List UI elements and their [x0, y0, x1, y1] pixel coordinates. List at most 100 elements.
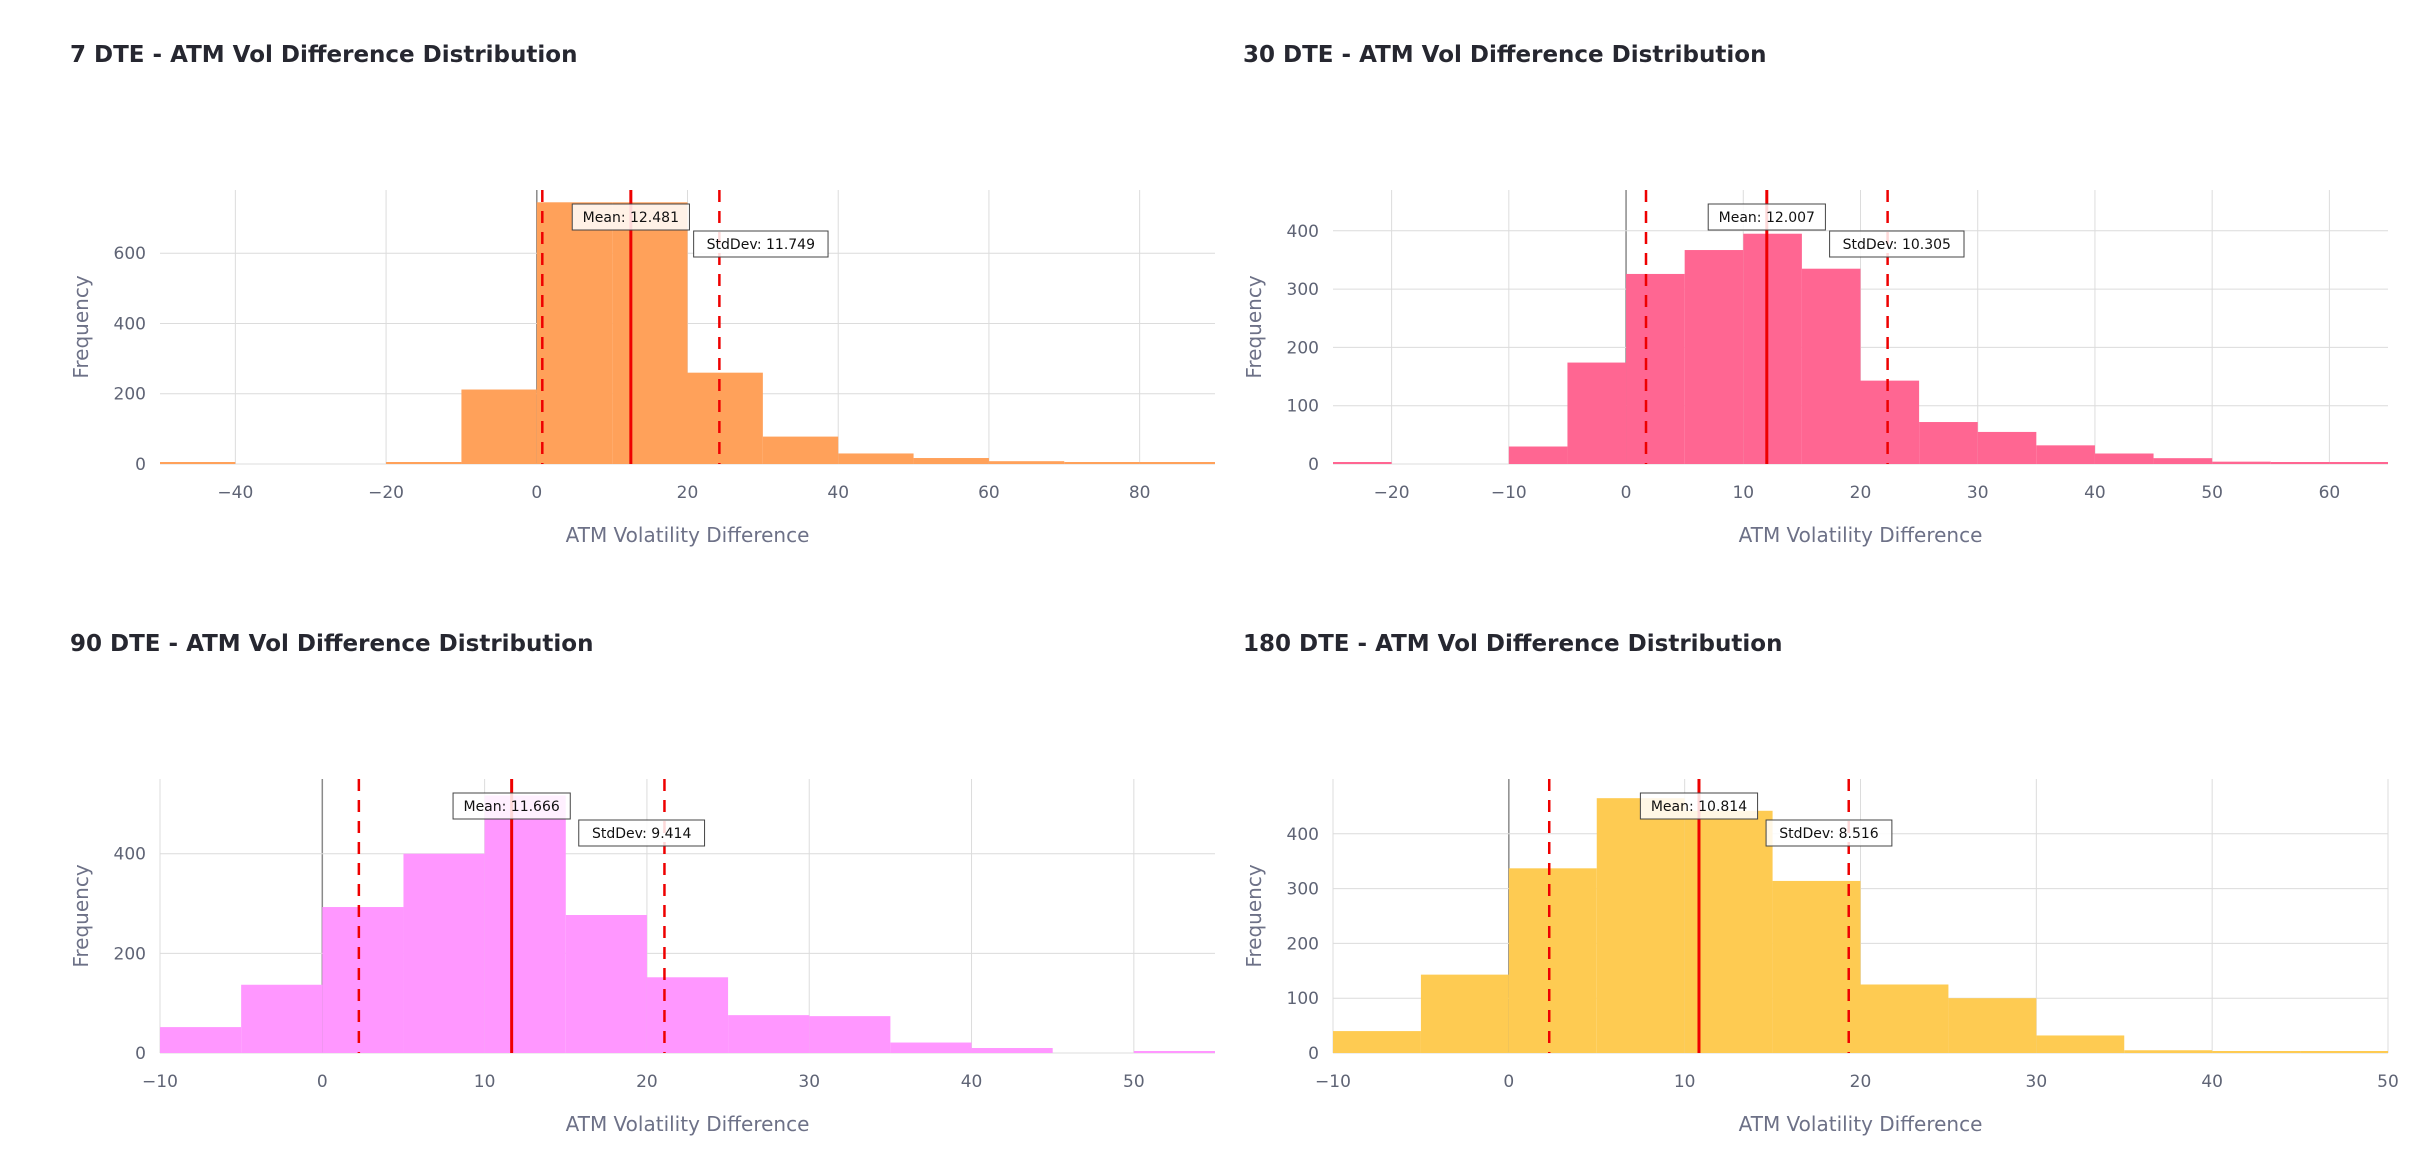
- x-axis-title: ATM Volatility Difference: [1739, 523, 1983, 547]
- x-axis-title: ATM Volatility Difference: [566, 1112, 810, 1136]
- x-axis-title: ATM Volatility Difference: [566, 523, 810, 547]
- y-axis-title: Frequency: [69, 275, 93, 378]
- x-tick-label: 40: [2201, 1072, 2223, 1092]
- x-tick-label: 0: [1503, 1072, 1514, 1092]
- annotation-box: [452, 792, 571, 820]
- histogram-bar: [1977, 431, 2037, 464]
- bars: [1333, 233, 2388, 464]
- stddev-annotation: StdDev: 10.305: [1829, 230, 1965, 258]
- y-tick-label: 300: [1287, 880, 1319, 900]
- bars: [160, 795, 1215, 1053]
- annotation-text: StdDev: 10.305: [1843, 237, 1951, 253]
- histogram-bar: [1772, 880, 1861, 1053]
- x-tick-label: 0: [1621, 483, 1632, 503]
- histogram-90dte: Mean: 11.666 StdDev: 9.414 −10 0 10 20 30 40 50 0…: [69, 779, 1215, 1136]
- x-tick-label: 30: [1967, 483, 1989, 503]
- mean-annotation: Mean: 10.814: [1639, 792, 1759, 820]
- y-tick-label: 400: [114, 314, 146, 334]
- histogram-bar: [988, 461, 1065, 464]
- y-axis-title: Frequency: [1242, 275, 1266, 378]
- histogram-bar: [2329, 462, 2388, 464]
- histogram-panel-180dte: 180 DTE - ATM Vol Difference Distributio…: [1242, 631, 2403, 1171]
- mean-annotation: Mean: 12.007: [1707, 203, 1826, 231]
- histogram-bar: [612, 202, 688, 464]
- histogram-bar: [1139, 462, 1215, 464]
- y-tick-label: 200: [1287, 934, 1319, 954]
- x-tick-label: 20: [1850, 1072, 1872, 1092]
- histogram-panel-7dte: 7 DTE - ATM Vol Difference Distribution …: [69, 42, 1230, 582]
- chart-title: 30 DTE - ATM Vol Difference Distribution: [1243, 42, 1767, 68]
- x-axis-title: ATM Volatility Difference: [1739, 1112, 1983, 1136]
- x-tick-labels: −40 −20 0 20 40 60 80: [217, 483, 1150, 503]
- x-tick-label: 60: [2319, 483, 2341, 503]
- x-tick-label: 40: [2084, 483, 2106, 503]
- histogram-bar: [1420, 974, 1509, 1053]
- x-tick-label: 10: [1732, 483, 1754, 503]
- annotation-text: Mean: 11.666: [463, 799, 559, 815]
- y-tick-label: 400: [114, 845, 146, 865]
- chart-title: 7 DTE - ATM Vol Difference Distribution: [70, 42, 578, 68]
- y-tick-label: 400: [1287, 825, 1319, 845]
- x-tick-label: −20: [1374, 483, 1410, 503]
- y-tick-label: 0: [135, 455, 146, 475]
- x-tick-label: −10: [1315, 1072, 1351, 1092]
- x-tick-label: 60: [978, 483, 1000, 503]
- y-tick-labels: 0 100 200 300 400: [1287, 825, 1319, 1064]
- histogram-panel-90dte: 90 DTE - ATM Vol Difference Distribution…: [69, 631, 1230, 1171]
- histogram-bar: [1596, 798, 1685, 1053]
- histogram-bar: [890, 1042, 972, 1053]
- x-tick-label: −10: [142, 1072, 178, 1092]
- x-tick-label: 20: [1850, 483, 1872, 503]
- x-tick-label: −40: [217, 483, 253, 503]
- x-tick-label: −20: [368, 483, 404, 503]
- histogram-bar: [1567, 362, 1627, 464]
- histogram-bar: [386, 462, 462, 464]
- chart-title: 180 DTE - ATM Vol Difference Distributio…: [1243, 631, 1783, 657]
- histogram-7dte: Mean: 12.481 StdDev: 11.749 −40 −20 0 20 40 60 8…: [69, 190, 1215, 547]
- x-tick-labels: −10 0 10 20 30 40 50: [1315, 1072, 2399, 1092]
- annotation-box: [1707, 203, 1826, 231]
- histogram-bar: [2153, 458, 2213, 464]
- x-tick-label: 20: [677, 483, 699, 503]
- annotation-text: Mean: 12.481: [583, 210, 679, 226]
- histogram-bar: [728, 1015, 810, 1053]
- x-tick-label: 40: [961, 1072, 983, 1092]
- histogram-bar: [2300, 1051, 2388, 1053]
- histogram-bar: [913, 458, 989, 464]
- histogram-bar: [241, 984, 323, 1053]
- histogram-bar: [1860, 380, 1920, 464]
- y-tick-label: 300: [1287, 280, 1319, 300]
- bars: [160, 202, 1215, 464]
- y-tick-label: 0: [135, 1044, 146, 1064]
- y-tick-label: 600: [114, 244, 146, 264]
- histogram-bar: [1801, 268, 1861, 464]
- y-tick-label: 200: [114, 944, 146, 964]
- histogram-bar: [1684, 250, 1744, 464]
- histogram-bar: [687, 372, 763, 464]
- histogram-bar: [971, 1048, 1053, 1053]
- histogram-bar: [565, 915, 647, 1053]
- x-tick-label: 10: [1674, 1072, 1696, 1092]
- annotation-box: [1639, 792, 1759, 820]
- x-tick-label: −10: [1491, 483, 1527, 503]
- x-tick-label: 30: [798, 1072, 820, 1092]
- histogram-bar: [2036, 1035, 2125, 1053]
- histogram-bar: [2212, 1051, 2301, 1053]
- x-tick-label: 80: [1129, 483, 1151, 503]
- histogram-bar: [1860, 984, 1949, 1053]
- annotation-text: StdDev: 8.516: [1779, 826, 1879, 842]
- y-axis-title: Frequency: [69, 864, 93, 967]
- y-tick-label: 100: [1287, 989, 1319, 1009]
- histogram-bar: [2036, 445, 2095, 464]
- annotation-box: [571, 203, 690, 231]
- annotation-text: Mean: 10.814: [1651, 799, 1747, 815]
- stddev-annotation: StdDev: 11.749: [693, 230, 829, 258]
- histogram-bar: [646, 977, 729, 1053]
- histogram-bar: [1508, 446, 1568, 464]
- histogram-bar: [322, 907, 404, 1053]
- y-tick-labels: 0 200 400 600: [114, 244, 146, 475]
- annotation-box: [1765, 819, 1893, 847]
- y-tick-label: 200: [1287, 338, 1319, 358]
- histogram-bar: [1333, 462, 1392, 464]
- histogram-bar: [2212, 461, 2271, 464]
